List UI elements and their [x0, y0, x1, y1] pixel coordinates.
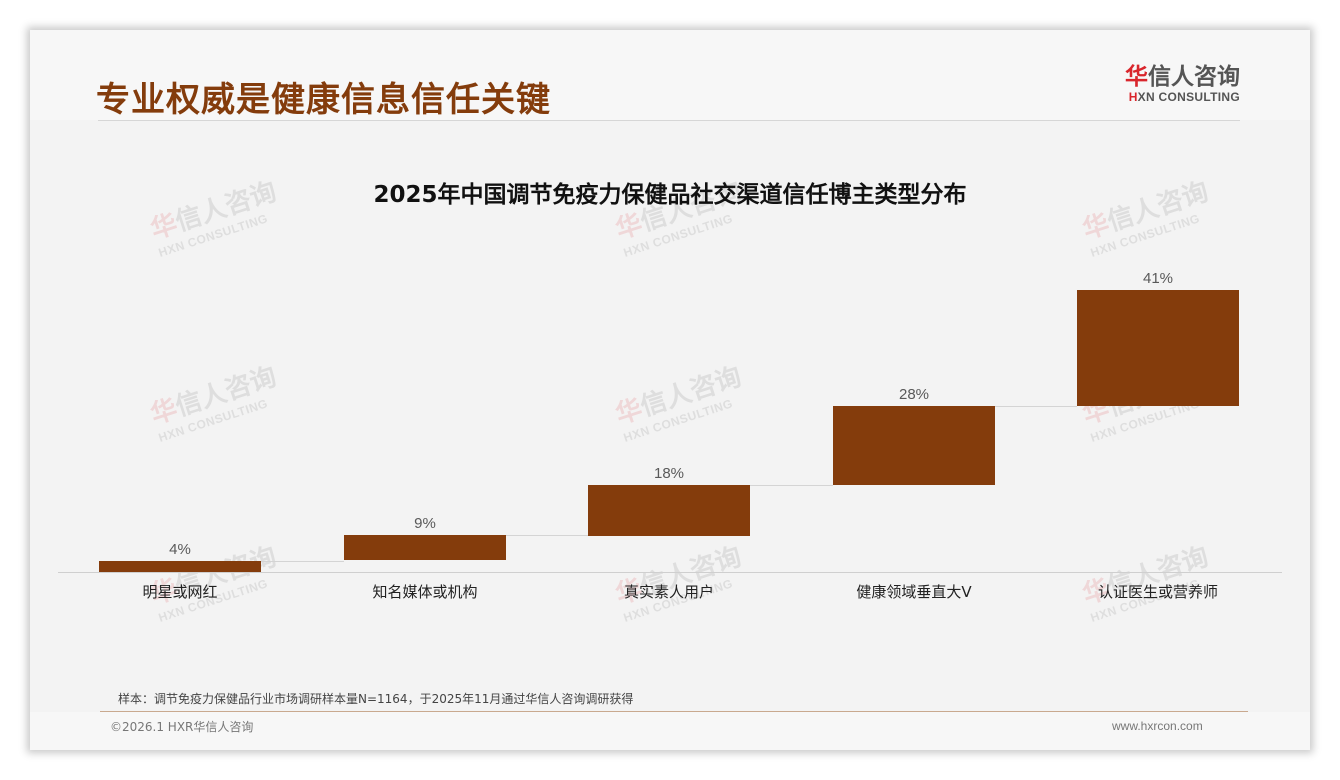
- title-divider: [98, 120, 1240, 121]
- sample-footnote: 样本：调节免疫力保健品行业市场调研样本量N=1164，于2025年11月通过华信…: [118, 692, 634, 706]
- data-label: 18%: [653, 465, 685, 482]
- footer-band: [30, 712, 1310, 750]
- connector-line: [506, 535, 588, 536]
- waterfall-chart: 4% 明星或网红 9% 知名媒体或机构 18% 真实素人用户 28% 健康领域垂直大V 41% 认…: [30, 30, 1310, 750]
- logo-cn-text: 信人咨询: [1148, 64, 1240, 90]
- website-link[interactable]: www.hxrcon.com: [1112, 719, 1203, 733]
- connector-line: [995, 406, 1077, 407]
- connector-line: [750, 485, 833, 486]
- bar: [99, 561, 261, 572]
- category-label: 认证医生或营养师: [1097, 583, 1218, 601]
- logo-mark: 华: [1125, 64, 1148, 90]
- category-label: 真实素人用户: [623, 583, 714, 601]
- footer-divider: [100, 711, 1248, 712]
- bar: [588, 485, 750, 536]
- brand-logo: 华信人咨询 HXN CONSULTING: [1125, 64, 1240, 104]
- x-axis-line: [58, 572, 1282, 573]
- copyright: ©2026.1 HXR华信人咨询: [110, 720, 254, 734]
- page-title: 专业权威是健康信息信任关键: [96, 80, 551, 120]
- bar: [1077, 290, 1239, 406]
- slide: 专业权威是健康信息信任关键 华信人咨询 HXN CONSULTING 华信人咨询…: [30, 30, 1310, 750]
- data-label: 28%: [898, 386, 930, 403]
- data-label: 4%: [169, 541, 191, 558]
- logo-en-text: XN CONSULTING: [1137, 90, 1240, 104]
- chart-title: 2025年中国调节免疫力保健品社交渠道信任博主类型分布: [373, 182, 967, 208]
- data-label: 41%: [1142, 270, 1174, 287]
- category-label: 明星或网红: [142, 583, 218, 601]
- header-band: [30, 30, 1310, 120]
- connector-line: [261, 561, 344, 562]
- bar: [833, 406, 995, 485]
- bar: [344, 535, 506, 560]
- category-label: 健康领域垂直大V: [856, 583, 972, 601]
- category-label: 知名媒体或机构: [372, 583, 478, 601]
- data-label: 9%: [414, 515, 436, 532]
